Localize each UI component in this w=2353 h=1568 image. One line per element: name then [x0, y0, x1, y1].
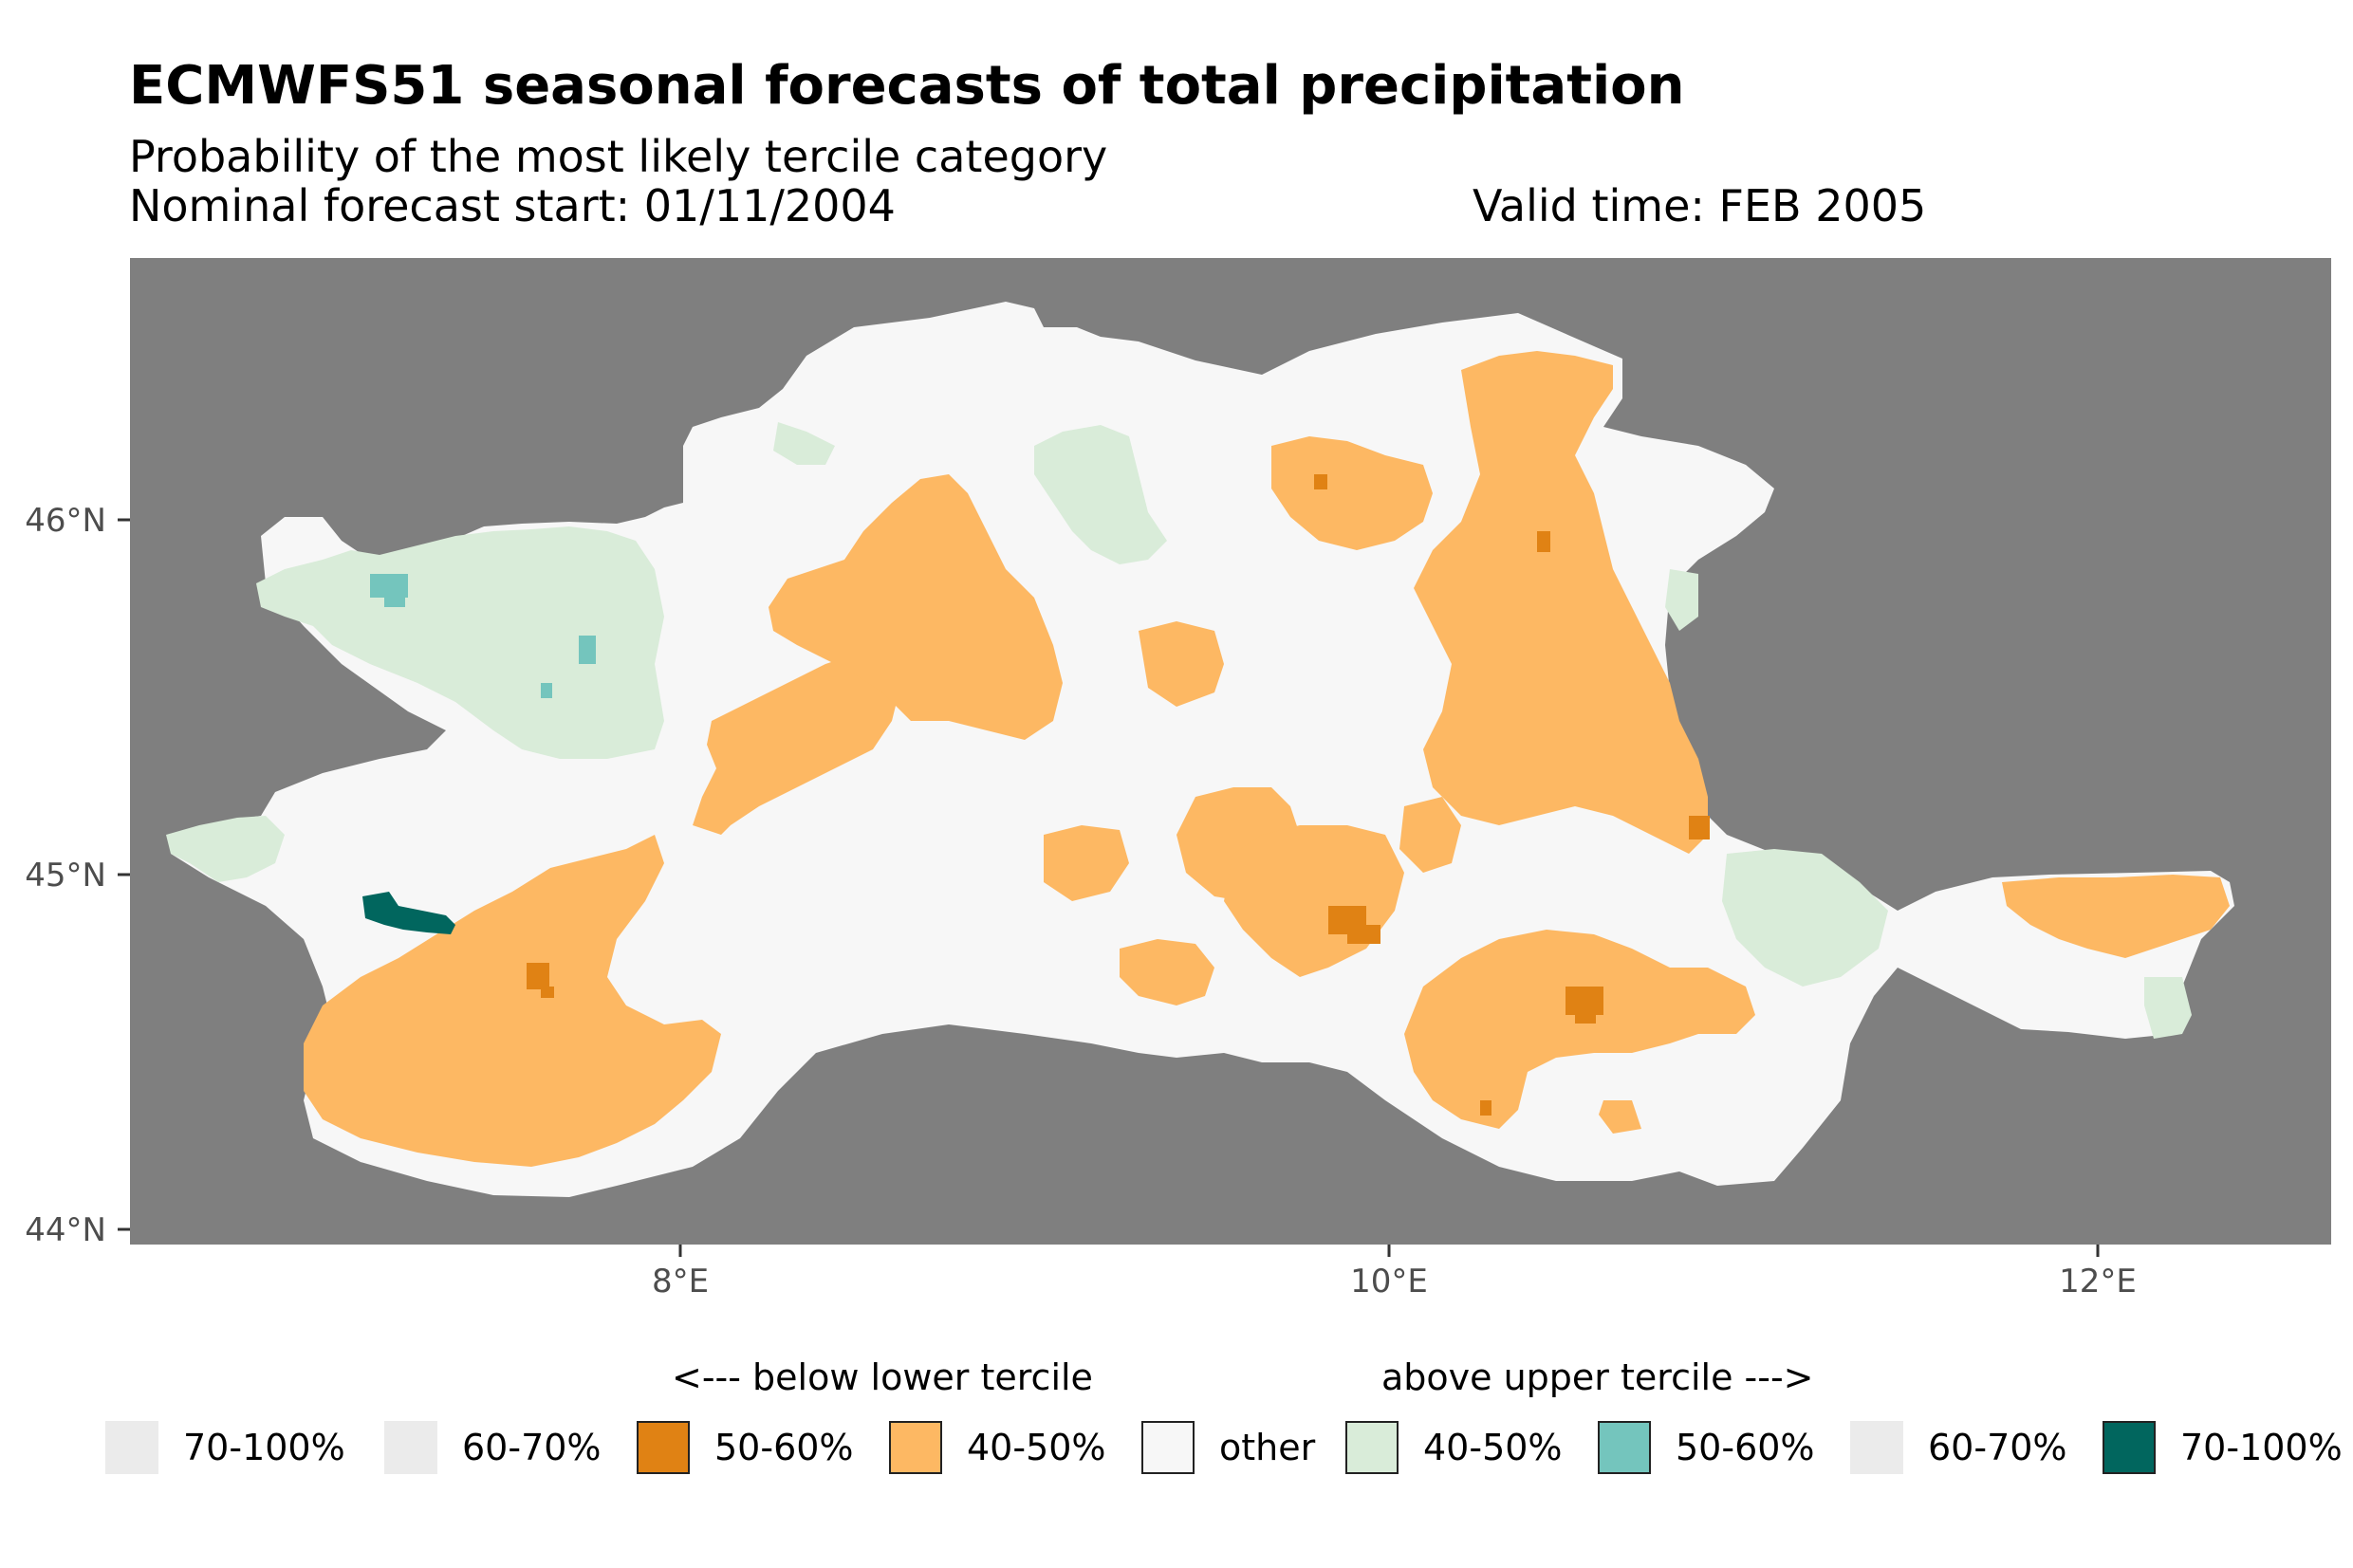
legend-item: other	[1141, 1420, 1315, 1475]
valid-time-label: Valid time: FEB 2005	[1473, 180, 1927, 231]
region-above-40-50	[1665, 569, 1698, 631]
region-above-40-50	[256, 526, 664, 759]
legend-label: 70-100%	[183, 1427, 345, 1468]
legend-label: 60-70%	[462, 1427, 602, 1468]
legend-item: 50-60%	[637, 1420, 854, 1475]
legend-item: 40-50%	[1345, 1420, 1563, 1475]
region-below-40-50	[1404, 930, 1755, 1129]
y-tick-label: 45°N	[25, 857, 106, 895]
region-below-50-60	[1314, 474, 1327, 489]
region-below-40-50	[1044, 825, 1129, 901]
region-above-50-60	[541, 683, 552, 698]
legend-label: 40-50%	[967, 1427, 1106, 1468]
region-below-40-50	[1599, 1100, 1641, 1134]
region-above-70-100	[362, 892, 455, 934]
legend-key	[105, 1421, 158, 1474]
legend-key	[2103, 1421, 2156, 1474]
region-below-50-60	[527, 963, 549, 989]
region-below-40-50	[1120, 939, 1214, 1005]
legend-label: 70-100%	[2180, 1427, 2343, 1468]
legend-below-label: <--- below lower tercile	[672, 1356, 1093, 1398]
region-below-50-60	[1347, 925, 1380, 944]
y-tick-label: 46°N	[25, 502, 106, 540]
region-below-40-50	[1139, 621, 1224, 707]
region-above-40-50	[166, 816, 285, 882]
region-below-50-60	[1480, 1100, 1491, 1116]
region-above-40-50	[1722, 849, 1888, 987]
region-above-40-50	[2144, 977, 2192, 1039]
x-tick-label: 12°E	[2059, 1263, 2137, 1301]
legend-item: 50-60%	[1598, 1420, 1815, 1475]
region-below-40-50	[1399, 797, 1461, 873]
legend-item: 60-70%	[1850, 1420, 2067, 1475]
region-above-40-50	[1034, 425, 1167, 564]
above-50-60-patches	[370, 574, 596, 698]
chart-subtitle: Probability of the most likely tercile c…	[129, 131, 1108, 182]
legend-label: 40-50%	[1423, 1427, 1563, 1468]
region-above-50-60	[370, 574, 408, 598]
region-below-50-60	[1537, 531, 1550, 552]
legend-key	[1850, 1421, 1903, 1474]
legend-item: 70-100%	[2103, 1420, 2343, 1475]
region-below-40-50	[2002, 875, 2230, 958]
region-below-40-50	[1414, 351, 1708, 854]
legend-label: 50-60%	[1676, 1427, 1815, 1468]
legend-item: 60-70%	[384, 1420, 602, 1475]
legend-item: 70-100%	[105, 1420, 345, 1475]
legend-key	[1345, 1421, 1399, 1474]
legend-label: 60-70%	[1928, 1427, 2067, 1468]
legend-key	[384, 1421, 437, 1474]
region-below-50-60	[541, 987, 554, 998]
y-tick-label: 44°N	[25, 1211, 106, 1249]
x-tick-label: 8°E	[652, 1263, 709, 1301]
region-below-50-60	[1689, 816, 1710, 839]
forecast-start-label: Nominal forecast start: 01/11/2004	[129, 180, 896, 231]
legend-key	[1598, 1421, 1651, 1474]
region-above-50-60	[384, 596, 405, 607]
legend-key	[1141, 1421, 1195, 1474]
region-below-40-50	[304, 835, 721, 1167]
legend-key	[889, 1421, 942, 1474]
region-below-40-50	[769, 474, 1063, 740]
region-below-40-50	[1271, 436, 1433, 550]
legend-item: 40-50%	[889, 1420, 1106, 1475]
x-tick-label: 10°E	[1350, 1263, 1428, 1301]
region-below-40-50	[693, 655, 901, 835]
region-above-40-50	[773, 422, 835, 465]
region-below-50-60	[1575, 1010, 1596, 1024]
legend-key	[637, 1421, 690, 1474]
below-50-60-patches	[527, 474, 1710, 1116]
region-above-50-60	[579, 636, 596, 664]
legend-label: 50-60%	[714, 1427, 854, 1468]
chart-title: ECMWFS51 seasonal forecasts of total pre…	[129, 55, 1685, 117]
legend-label: other	[1219, 1427, 1316, 1468]
legend-above-label: above upper tercile --->	[1381, 1356, 1814, 1398]
